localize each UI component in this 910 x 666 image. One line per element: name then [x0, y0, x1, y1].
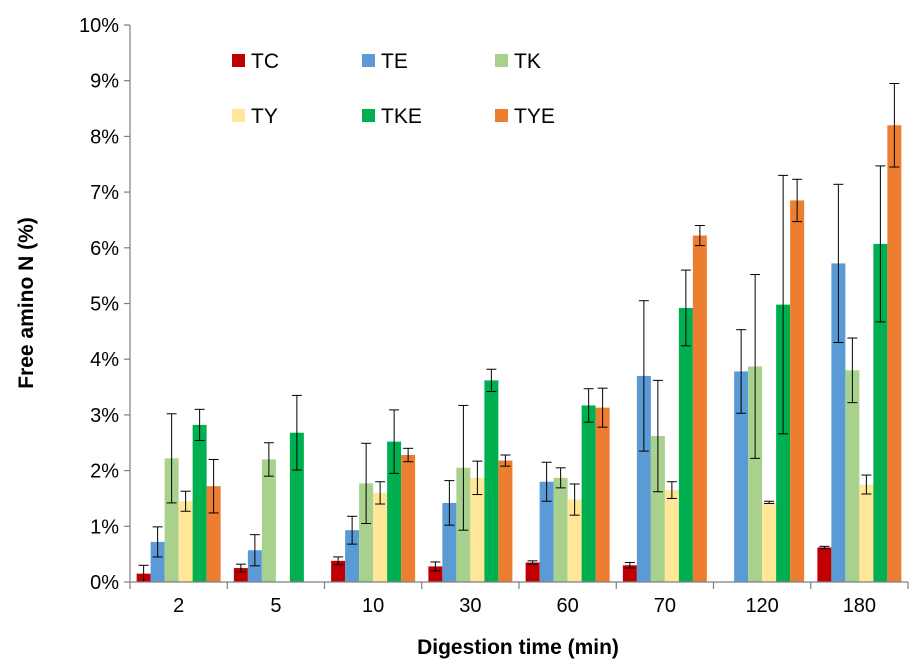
- legend-label: TY: [251, 105, 278, 128]
- legend: TC TE TK TY TKE TYE: [232, 50, 555, 128]
- y-tick-label: 2%: [90, 461, 119, 483]
- legend-label: TC: [251, 50, 279, 73]
- bar: [428, 566, 443, 582]
- y-tick-label: 4%: [90, 349, 119, 371]
- y-tick-label: 9%: [90, 71, 119, 93]
- bar: [567, 499, 582, 582]
- bar: [636, 375, 651, 582]
- bar: [470, 477, 485, 582]
- bar: [387, 441, 402, 582]
- bar: [484, 380, 499, 582]
- y-axis-title: Free amino N (%): [15, 217, 38, 389]
- bar: [692, 235, 707, 582]
- bar: [762, 502, 777, 582]
- bar: [373, 492, 388, 582]
- bar: [817, 547, 832, 582]
- x-tick-label: 180: [843, 595, 876, 617]
- y-tick-label: 0%: [90, 572, 119, 594]
- bar: [206, 486, 221, 582]
- x-tick-label: 120: [745, 595, 778, 617]
- bar: [261, 459, 276, 582]
- x-tick-label: 10: [362, 595, 384, 617]
- x-tick-label: 30: [459, 595, 481, 617]
- bar: [331, 560, 346, 582]
- bar: [650, 436, 665, 582]
- legend-swatch: [232, 109, 245, 122]
- legend-label: TK: [514, 50, 541, 73]
- bar: [734, 371, 749, 582]
- x-tick-label: 5: [270, 595, 281, 617]
- bar: [776, 304, 791, 582]
- x-axis-ticks: 2 5 10 30 60 70 120 180: [129, 582, 909, 617]
- bar: [748, 366, 763, 582]
- legend-label: TYE: [514, 105, 555, 128]
- bar: [595, 407, 610, 582]
- x-axis-title: Digestion time (min): [417, 636, 619, 659]
- bar: [859, 484, 874, 582]
- bar: [664, 490, 679, 582]
- bar: [539, 481, 554, 582]
- legend-swatch: [495, 109, 508, 122]
- legend-label: TKE: [381, 105, 422, 128]
- y-tick-label: 6%: [90, 238, 119, 260]
- legend-label: TE: [381, 50, 408, 73]
- bar: [401, 455, 416, 582]
- legend-swatch: [362, 109, 375, 122]
- y-tick-label: 10%: [79, 15, 119, 37]
- y-tick-label: 1%: [90, 516, 119, 538]
- legend-swatch: [362, 54, 375, 67]
- x-tick-label: 70: [654, 595, 676, 617]
- y-tick-label: 7%: [90, 182, 119, 204]
- bar: [498, 460, 513, 582]
- bar: [359, 483, 374, 582]
- bar: [178, 501, 193, 582]
- bar: [525, 562, 540, 582]
- x-tick-label: 60: [557, 595, 579, 617]
- bar: [150, 541, 165, 582]
- error-bars: [138, 82, 900, 583]
- x-tick-label: 2: [173, 595, 184, 617]
- bar-series: [136, 125, 902, 582]
- bar: [845, 370, 860, 582]
- bar: [553, 477, 568, 582]
- bar: [442, 502, 457, 582]
- bar: [790, 200, 805, 582]
- bar: [887, 125, 902, 582]
- bar: [622, 565, 637, 582]
- legend-swatch: [495, 54, 508, 67]
- bar: [678, 307, 693, 582]
- bar: [873, 243, 888, 582]
- bar: [164, 458, 179, 582]
- bar: [345, 530, 360, 582]
- y-axis-ticks: 0% 1% 2% 3% 4% 5% 6% 7% 8% 9% 10%: [79, 15, 130, 594]
- bar: [831, 263, 846, 582]
- bar: [581, 405, 596, 582]
- bar: [192, 424, 207, 582]
- y-tick-label: 3%: [90, 405, 119, 427]
- legend-swatch: [232, 54, 245, 67]
- y-tick-label: 8%: [90, 126, 119, 148]
- y-tick-label: 5%: [90, 294, 119, 316]
